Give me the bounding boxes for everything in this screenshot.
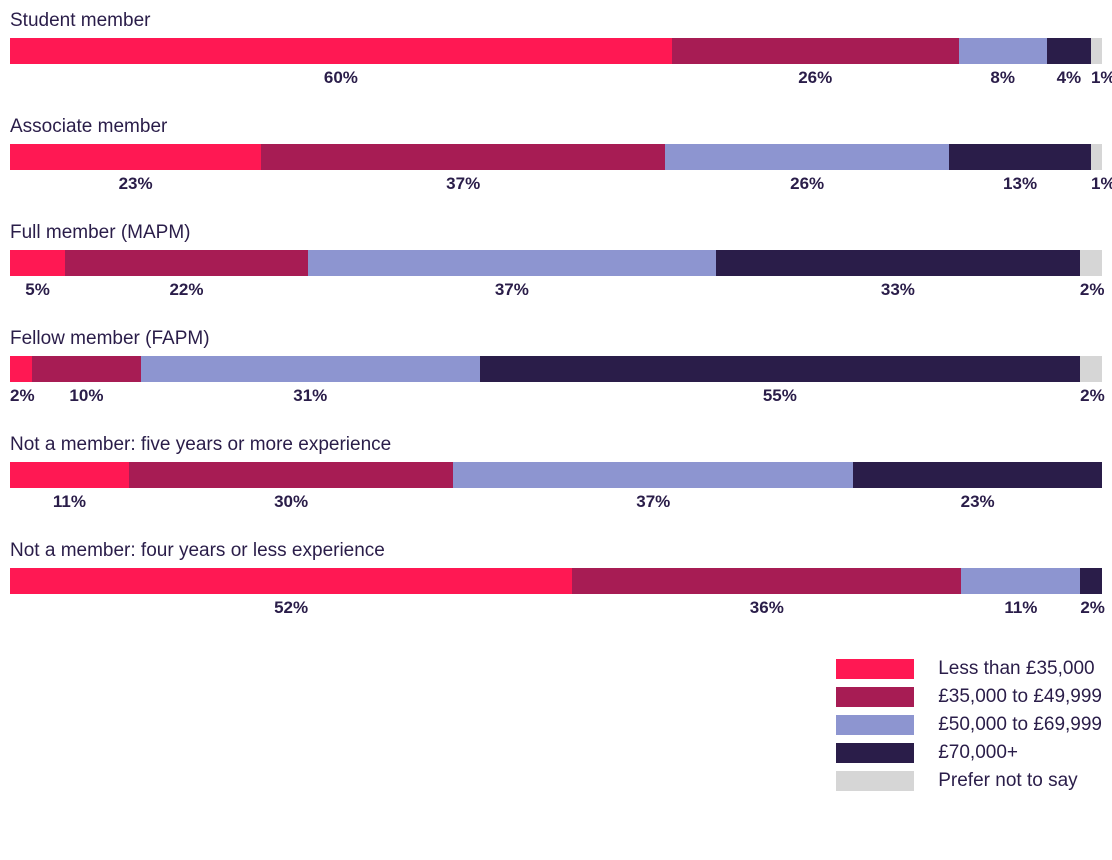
legend-label: £70,000+ bbox=[938, 742, 1102, 764]
segment-value: 11% bbox=[10, 492, 129, 512]
segment-value: 2% bbox=[1080, 598, 1102, 618]
value-row: 60%26%8%4%1% bbox=[10, 68, 1102, 88]
chart-legend: Less than £35,000 £35,000 to £49,999 £50,0… bbox=[10, 658, 1102, 792]
bar-segment-70p bbox=[853, 462, 1102, 488]
segment-value: 10% bbox=[32, 386, 141, 406]
stacked-bar bbox=[10, 250, 1102, 276]
legend-label: £50,000 to £69,999 bbox=[938, 714, 1102, 736]
chart-category: Not a member: four years or less experie… bbox=[10, 540, 1102, 618]
segment-value: 37% bbox=[261, 174, 665, 194]
segment-value: 37% bbox=[308, 280, 716, 300]
bar-segment-70p bbox=[1080, 568, 1102, 594]
segment-value: 2% bbox=[1080, 280, 1102, 300]
chart-category: Fellow member (FAPM)2%10%31%55%2% bbox=[10, 328, 1102, 406]
bar-segment-35_49 bbox=[572, 568, 961, 594]
legend-swatch-70p bbox=[836, 743, 914, 763]
category-label: Not a member: four years or less experie… bbox=[10, 540, 1102, 562]
segment-value: 2% bbox=[1080, 386, 1102, 406]
stacked-bar bbox=[10, 462, 1102, 488]
value-row: 23%37%26%13%1% bbox=[10, 174, 1102, 194]
segment-value: 30% bbox=[129, 492, 453, 512]
segment-value: 1% bbox=[1091, 68, 1102, 88]
segment-value: 26% bbox=[672, 68, 959, 88]
stacked-bar bbox=[10, 38, 1102, 64]
bar-segment-pnts bbox=[1091, 144, 1102, 170]
value-row: 5%22%37%33%2% bbox=[10, 280, 1102, 300]
segment-value: 11% bbox=[961, 598, 1080, 618]
bar-segment-35_49 bbox=[261, 144, 665, 170]
category-label: Fellow member (FAPM) bbox=[10, 328, 1102, 350]
segment-value: 23% bbox=[10, 174, 261, 194]
legend-swatch-50_69 bbox=[836, 715, 914, 735]
bar-segment-70p bbox=[480, 356, 1081, 382]
bar-segment-pnts bbox=[1091, 38, 1102, 64]
bar-segment-lt35 bbox=[10, 356, 32, 382]
segment-value: 55% bbox=[480, 386, 1081, 406]
value-row: 11%30%37%23% bbox=[10, 492, 1102, 512]
legend-label: Less than £35,000 bbox=[938, 658, 1102, 680]
bar-segment-lt35 bbox=[10, 462, 129, 488]
category-label: Student member bbox=[10, 10, 1102, 32]
value-row: 52%36%11%2% bbox=[10, 598, 1102, 618]
chart-category: Not a member: five years or more experie… bbox=[10, 434, 1102, 512]
legend-label: £35,000 to £49,999 bbox=[938, 686, 1102, 708]
legend-swatch-pnts bbox=[836, 771, 914, 791]
bar-segment-35_49 bbox=[32, 356, 141, 382]
bar-segment-70p bbox=[716, 250, 1080, 276]
segment-value: 22% bbox=[65, 280, 308, 300]
chart-category: Full member (MAPM) 5%22%37%33%2% bbox=[10, 222, 1102, 300]
bar-segment-lt35 bbox=[10, 568, 572, 594]
segment-value: 52% bbox=[10, 598, 572, 618]
legend-swatch-35_49 bbox=[836, 687, 914, 707]
stacked-bar bbox=[10, 356, 1102, 382]
bar-segment-35_49 bbox=[672, 38, 959, 64]
bar-segment-50_69 bbox=[453, 462, 853, 488]
segment-value: 13% bbox=[949, 174, 1091, 194]
stacked-bar bbox=[10, 568, 1102, 594]
value-row: 2%10%31%55%2% bbox=[10, 386, 1102, 406]
category-label: Associate member bbox=[10, 116, 1102, 138]
bar-segment-lt35 bbox=[10, 144, 261, 170]
legend-swatch-lt35 bbox=[836, 659, 914, 679]
segment-value: 23% bbox=[853, 492, 1102, 512]
bar-segment-lt35 bbox=[10, 250, 65, 276]
segment-value: 1% bbox=[1091, 174, 1102, 194]
bar-segment-35_49 bbox=[65, 250, 308, 276]
segment-value: 5% bbox=[10, 280, 65, 300]
bar-segment-50_69 bbox=[961, 568, 1080, 594]
segment-value: 4% bbox=[1047, 68, 1091, 88]
bar-segment-70p bbox=[1047, 38, 1091, 64]
segment-value: 33% bbox=[716, 280, 1080, 300]
bar-segment-50_69 bbox=[308, 250, 716, 276]
legend-label: Prefer not to say bbox=[938, 770, 1102, 792]
bar-segment-pnts bbox=[1080, 250, 1102, 276]
segment-value: 31% bbox=[141, 386, 480, 406]
segment-value: 2% bbox=[10, 386, 32, 406]
chart-category: Associate member 23%37%26%13%1% bbox=[10, 116, 1102, 194]
bar-segment-50_69 bbox=[959, 38, 1047, 64]
stacked-bar bbox=[10, 144, 1102, 170]
category-label: Not a member: five years or more experie… bbox=[10, 434, 1102, 456]
bar-segment-lt35 bbox=[10, 38, 672, 64]
category-label: Full member (MAPM) bbox=[10, 222, 1102, 244]
bar-segment-50_69 bbox=[665, 144, 949, 170]
bar-segment-pnts bbox=[1080, 356, 1102, 382]
segment-value: 60% bbox=[10, 68, 672, 88]
chart-category: Student member 60%26%8%4%1% bbox=[10, 10, 1102, 88]
segment-value: 37% bbox=[453, 492, 853, 512]
salary-by-membership-chart: Student member60%26%8%4%1%Associate memb… bbox=[10, 10, 1102, 792]
segment-value: 26% bbox=[665, 174, 949, 194]
segment-value: 8% bbox=[959, 68, 1047, 88]
segment-value: 36% bbox=[572, 598, 961, 618]
bar-segment-50_69 bbox=[141, 356, 480, 382]
bar-segment-35_49 bbox=[129, 462, 453, 488]
bar-segment-70p bbox=[949, 144, 1091, 170]
